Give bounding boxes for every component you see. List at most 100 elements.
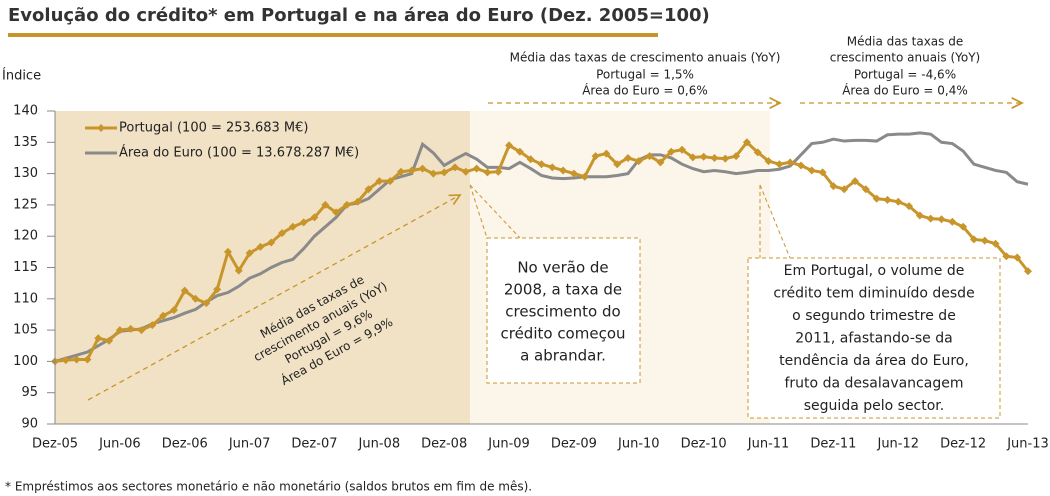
x-tick-label: Dez-11 (810, 437, 856, 452)
callout-line: a abrandar. (520, 347, 606, 365)
point-marker (580, 172, 589, 181)
point-marker (1024, 267, 1032, 276)
point-marker (926, 214, 935, 223)
point-marker (223, 247, 232, 256)
point-marker (472, 164, 481, 173)
point-marker (169, 306, 178, 315)
x-tick-label: Jun-10 (617, 437, 660, 452)
callout-line: 2011, afastando-se da (795, 331, 952, 347)
point-marker (775, 160, 784, 169)
point-marker (115, 326, 124, 335)
point-marker (829, 182, 838, 191)
point-marker (721, 154, 730, 163)
point-marker (245, 249, 254, 258)
note-line: Média das taxas de (847, 35, 963, 49)
point-marker (667, 147, 676, 156)
point-marker (980, 236, 989, 245)
x-tick-label: Dez-09 (551, 437, 597, 452)
x-tick-label: Dez-05 (32, 437, 78, 452)
y-tick-label: 120 (13, 229, 38, 244)
point-marker (494, 167, 503, 176)
point-marker (461, 167, 470, 176)
point-marker (699, 152, 708, 161)
point-marker (591, 152, 600, 161)
point-marker (364, 185, 373, 194)
point-marker (894, 197, 903, 206)
point-marker (937, 215, 946, 224)
callout-box (747, 257, 1001, 419)
point-marker (396, 167, 405, 176)
trend-arrow (87, 195, 460, 401)
point-marker (851, 177, 860, 186)
x-tick-label: Dez-08 (421, 437, 467, 452)
point-marker (645, 152, 654, 161)
point-marker (505, 141, 514, 150)
legend-label: Área do Euro (100 = 13.678.287 M€) (119, 145, 359, 161)
callout-line: tendência da área do Euro, (779, 353, 969, 369)
point-marker (386, 177, 395, 186)
x-tick-label: Jun-11 (747, 437, 790, 452)
callout-line: crescimento do (505, 303, 620, 321)
y-tick-label: 100 (13, 354, 38, 369)
point-marker (948, 217, 957, 226)
point-marker (299, 218, 308, 227)
note-line: Área do Euro = 0,6% (582, 83, 708, 98)
y-tick-label: 130 (13, 166, 38, 181)
point-marker (483, 168, 492, 177)
point-marker (732, 152, 741, 161)
footnote: * Empréstimos aos sectores monetário e n… (5, 480, 532, 494)
point-marker (407, 166, 416, 175)
point-marker (126, 324, 135, 333)
note-line: Portugal = -4,6% (854, 68, 956, 82)
point-marker (137, 326, 146, 335)
callout-line: Em Portugal, o volume de (784, 263, 965, 279)
legend-label: Portugal (100 = 253.683 M€) (119, 121, 308, 136)
note-line: Média das taxas de crescimento anuais (Y… (510, 51, 781, 65)
point-marker (840, 185, 849, 194)
y-tick-label: 140 (13, 104, 38, 119)
point-marker (786, 158, 795, 167)
point-marker (1013, 253, 1022, 262)
point-marker (234, 266, 243, 275)
callout-line: 2008, a taxa de (504, 281, 622, 299)
point-marker (159, 311, 168, 320)
series-line (54, 131, 1029, 363)
point-marker (678, 145, 687, 154)
legend-marker (97, 124, 105, 132)
point-marker (710, 153, 719, 162)
x-tick-label: Jun-06 (98, 437, 141, 452)
point-marker (764, 157, 773, 166)
point-marker (429, 169, 438, 178)
x-tick-label: Jun-09 (487, 437, 530, 452)
note-line: crescimento anuais (YoY) (830, 51, 980, 65)
callout-pointer (759, 184, 791, 259)
point-marker (526, 155, 535, 164)
x-tick-label: Jun-12 (876, 437, 919, 452)
callout-pointer (469, 184, 488, 239)
point-marker (991, 239, 1000, 248)
point-marker (796, 161, 805, 170)
point-marker (742, 138, 751, 147)
point-marker (959, 222, 968, 231)
point-marker (342, 200, 351, 209)
point-marker (861, 185, 870, 194)
point-marker (548, 163, 557, 172)
title-rule (8, 33, 658, 37)
x-tick-label: Jun-08 (358, 437, 401, 452)
point-marker (191, 294, 200, 303)
point-marker (515, 147, 524, 156)
point-marker (278, 229, 287, 238)
callout-line: o segundo trimestre de (792, 308, 956, 324)
point-marker (83, 355, 92, 364)
point-marker (969, 235, 978, 244)
point-marker (905, 202, 914, 211)
point-marker (202, 299, 211, 308)
point-marker (569, 169, 578, 178)
callout-box (486, 237, 641, 384)
y-axis-label: Índice (2, 68, 41, 84)
x-tick-label: Jun-07 (228, 437, 271, 452)
point-marker (613, 160, 622, 169)
point-marker (656, 158, 665, 167)
x-tick-label: Jun-13 (1006, 437, 1049, 452)
